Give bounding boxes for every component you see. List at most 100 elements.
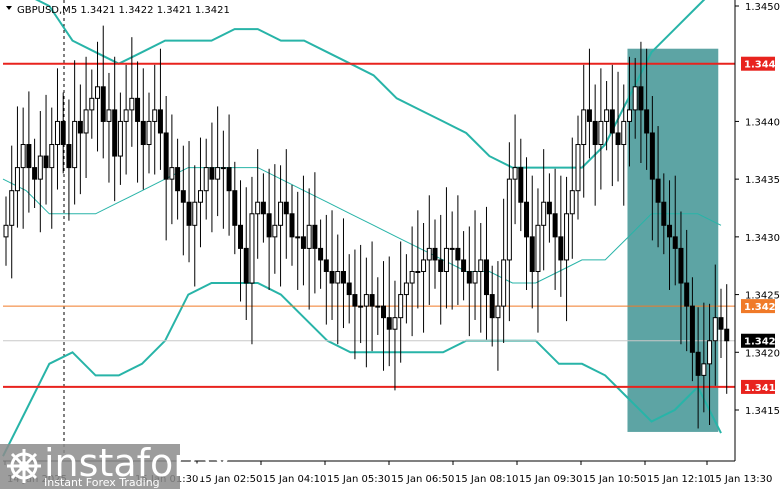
candle-body <box>157 109 163 134</box>
candle-body <box>197 190 203 203</box>
candle-body <box>695 351 701 376</box>
candle-body <box>449 247 455 250</box>
level-label: 1.3421 <box>744 337 781 348</box>
candle-body <box>684 282 690 307</box>
candle-body <box>678 247 684 284</box>
candle-body <box>707 340 713 365</box>
candle-body <box>346 282 352 296</box>
level-label-bg <box>741 56 775 71</box>
candle-body <box>238 224 244 249</box>
candle-body <box>415 270 421 273</box>
candle-body <box>32 167 38 180</box>
candle-body <box>323 259 329 272</box>
candle-body <box>20 144 26 169</box>
candle-body <box>512 167 518 180</box>
candle-body <box>432 247 438 261</box>
candle-body <box>243 247 249 284</box>
candle-layer <box>3 25 730 429</box>
candle-body <box>598 120 604 146</box>
candle-body <box>312 224 318 249</box>
candle-body <box>163 132 169 180</box>
candle-body <box>712 317 718 342</box>
candle-body <box>186 201 192 226</box>
candle-body <box>501 259 507 307</box>
x-tick-label: 15 Jan 08:10 <box>455 474 518 485</box>
candle-body <box>169 167 175 180</box>
candle-body <box>644 109 650 134</box>
level-label-bg <box>741 379 775 394</box>
candle-body <box>495 305 501 319</box>
level-label-bg <box>741 333 775 348</box>
candle-body <box>9 190 15 226</box>
candle-body <box>626 109 632 122</box>
candle-body <box>403 282 409 296</box>
candle-body <box>535 224 541 272</box>
candle-body <box>604 109 610 122</box>
candle-body <box>260 201 266 215</box>
candle-body <box>49 144 55 169</box>
candle-body <box>421 259 427 272</box>
candle-body <box>581 109 587 146</box>
candle-body <box>615 132 621 146</box>
candle-body <box>289 213 295 238</box>
chart-title: GBPUSD,M5 1.3421 1.3422 1.3421 1.3421 <box>17 5 230 16</box>
candle-body <box>83 109 89 134</box>
candle-body <box>575 144 581 192</box>
candle-body <box>60 120 66 146</box>
band-lower <box>2 282 722 457</box>
candle-body <box>472 270 478 284</box>
level-layer: 1.3445 1.3417 1.3424 1.3421 <box>3 56 781 394</box>
candle-body <box>66 144 72 169</box>
candle-body <box>524 201 530 238</box>
candle-body <box>392 317 398 330</box>
candle-body <box>180 190 186 203</box>
candle-body <box>146 120 152 146</box>
candle-body <box>529 236 535 272</box>
candle-body <box>135 97 141 122</box>
candle-body <box>478 259 484 272</box>
candle-body <box>306 224 312 249</box>
candle-body <box>569 190 575 215</box>
candle-body <box>226 167 232 192</box>
candle-body <box>558 236 564 261</box>
candle-body <box>232 190 238 226</box>
candle-body <box>438 259 444 272</box>
candle-body <box>117 120 123 157</box>
candle-body <box>123 109 129 122</box>
candle-body <box>592 120 598 146</box>
x-tick-label: 15 Jan 04:10 <box>263 474 326 485</box>
candle-body <box>655 178 661 203</box>
candle-body <box>203 167 209 192</box>
candle-body <box>112 109 118 157</box>
candle-body <box>72 120 78 169</box>
candle-body <box>175 167 181 192</box>
level-label: 1.3424 <box>744 302 781 313</box>
x-tick-label: 15 Jan 12:10 <box>647 474 710 485</box>
candle-body <box>340 270 346 284</box>
candle-body <box>266 213 272 238</box>
candle-body <box>300 236 306 249</box>
candle-body <box>672 236 678 249</box>
candle-body <box>455 247 461 261</box>
y-tick-label: 1.3420 <box>745 348 780 359</box>
candle-body <box>552 213 558 238</box>
y-tick-label: 1.3425 <box>745 291 780 302</box>
candle-body <box>272 224 278 238</box>
candle-body <box>649 132 655 180</box>
candle-body <box>386 317 392 330</box>
watermark-tagline: Instant Forex Trading <box>44 476 160 489</box>
x-tick-label: 15 Jan 06:50 <box>391 474 454 485</box>
watermark-brand: instaforex <box>44 441 233 485</box>
candle-body <box>363 294 369 307</box>
x-tick-label: 15 Jan 09:30 <box>519 474 582 485</box>
x-tick-label: 15 Jan 02:50 <box>199 474 262 485</box>
title-layer: GBPUSD,M5 1.3421 1.3422 1.3421 1.3421 <box>5 4 230 16</box>
y-tick-label: 1.3450 <box>745 2 780 13</box>
candle-body <box>518 167 524 203</box>
candle-body <box>352 294 358 307</box>
band-middle <box>2 167 722 284</box>
candle-body <box>100 86 106 122</box>
candle-body <box>295 236 301 239</box>
